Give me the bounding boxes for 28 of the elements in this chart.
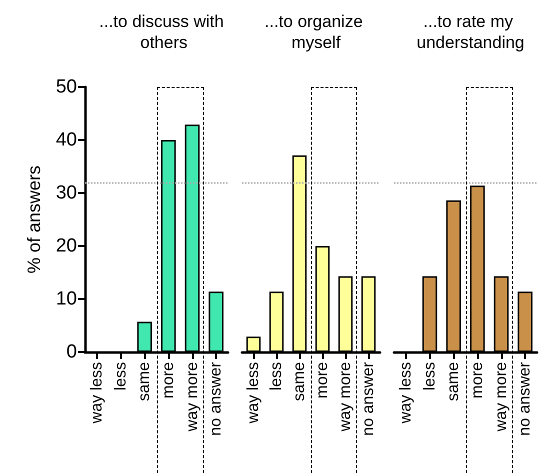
x-tick-label: same <box>445 362 462 402</box>
y-tick-label: 20 <box>56 236 77 256</box>
x-tick-label: way more <box>184 362 201 432</box>
x-tick-label: way more <box>492 362 510 432</box>
y-tick-label: 10 <box>56 288 77 310</box>
x-tick-label: less <box>421 362 438 390</box>
chart-title: ...to rate my understanding <box>416 12 524 52</box>
x-tick-label: way less <box>397 362 414 424</box>
chart-title: ...to discuss with others <box>99 12 224 52</box>
x-tick-label: no answer <box>516 361 534 436</box>
x-tick-label: way less <box>88 362 106 424</box>
y-tick-label: 40 <box>56 130 77 150</box>
chart-title: ...to organize myself <box>264 12 368 52</box>
x-tick-label: more <box>314 362 331 398</box>
x-tick-label: less <box>268 362 285 390</box>
x-tick-label: no answer <box>208 361 225 436</box>
x-tick-label: same <box>291 362 308 402</box>
x-tick-label: same <box>136 362 154 402</box>
y-tick-label: 0 <box>66 342 77 362</box>
y-tick-label: 50 <box>56 76 77 98</box>
x-tick-label: more <box>468 362 486 398</box>
y-tick-label: 30 <box>56 182 77 204</box>
x-tick-label: more <box>160 362 177 398</box>
x-tick-label: less <box>112 362 130 390</box>
x-tick-label: no answer <box>360 361 377 436</box>
x-tick-label: way less <box>245 362 262 424</box>
x-tick-label: way more <box>337 362 354 432</box>
y-axis-title: % of answers <box>24 165 44 274</box>
